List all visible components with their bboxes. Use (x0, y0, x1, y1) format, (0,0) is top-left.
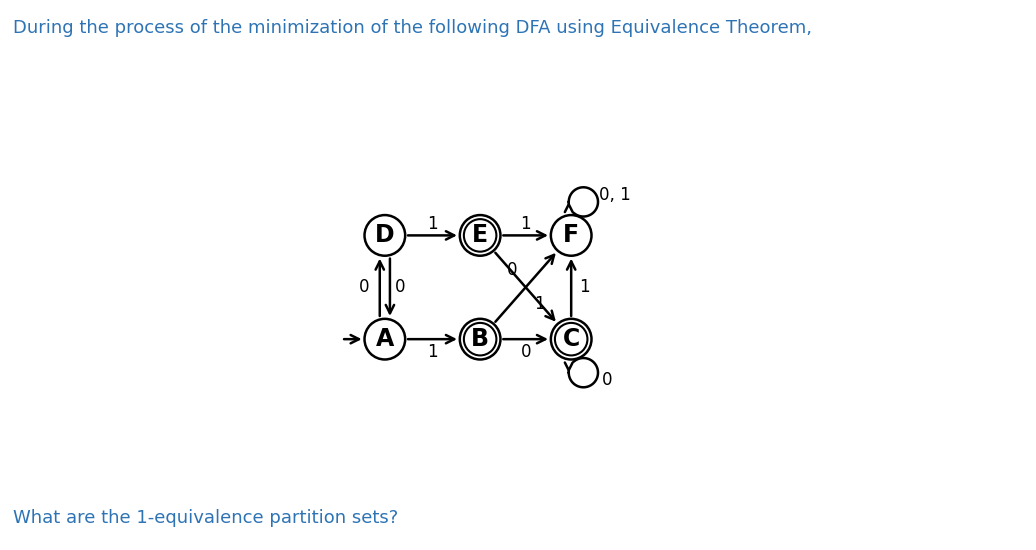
Circle shape (464, 219, 496, 252)
Text: B: B (471, 327, 489, 351)
Text: 0: 0 (507, 261, 517, 279)
Circle shape (460, 319, 500, 360)
Text: 1: 1 (534, 295, 545, 313)
Text: 1: 1 (427, 343, 438, 361)
Text: 0: 0 (602, 371, 612, 389)
Text: 0: 0 (396, 278, 406, 296)
Circle shape (365, 215, 405, 256)
Circle shape (365, 319, 405, 360)
Circle shape (460, 215, 500, 256)
Text: 0: 0 (358, 278, 369, 296)
Text: D: D (375, 223, 395, 248)
Text: What are the 1-equivalence partition sets?: What are the 1-equivalence partition set… (13, 509, 399, 527)
Text: A: A (376, 327, 394, 351)
Text: 0, 1: 0, 1 (599, 186, 630, 204)
Circle shape (464, 323, 496, 355)
Text: 1: 1 (520, 214, 531, 233)
Text: E: E (472, 223, 488, 248)
Text: During the process of the minimization of the following DFA using Equivalence Th: During the process of the minimization o… (13, 19, 812, 37)
Text: 0: 0 (520, 343, 530, 361)
Text: 1: 1 (579, 278, 591, 296)
Text: C: C (563, 327, 580, 351)
Circle shape (551, 215, 592, 256)
Circle shape (551, 319, 592, 360)
Circle shape (555, 323, 587, 355)
Text: 1: 1 (427, 214, 438, 233)
Text: F: F (564, 223, 579, 248)
